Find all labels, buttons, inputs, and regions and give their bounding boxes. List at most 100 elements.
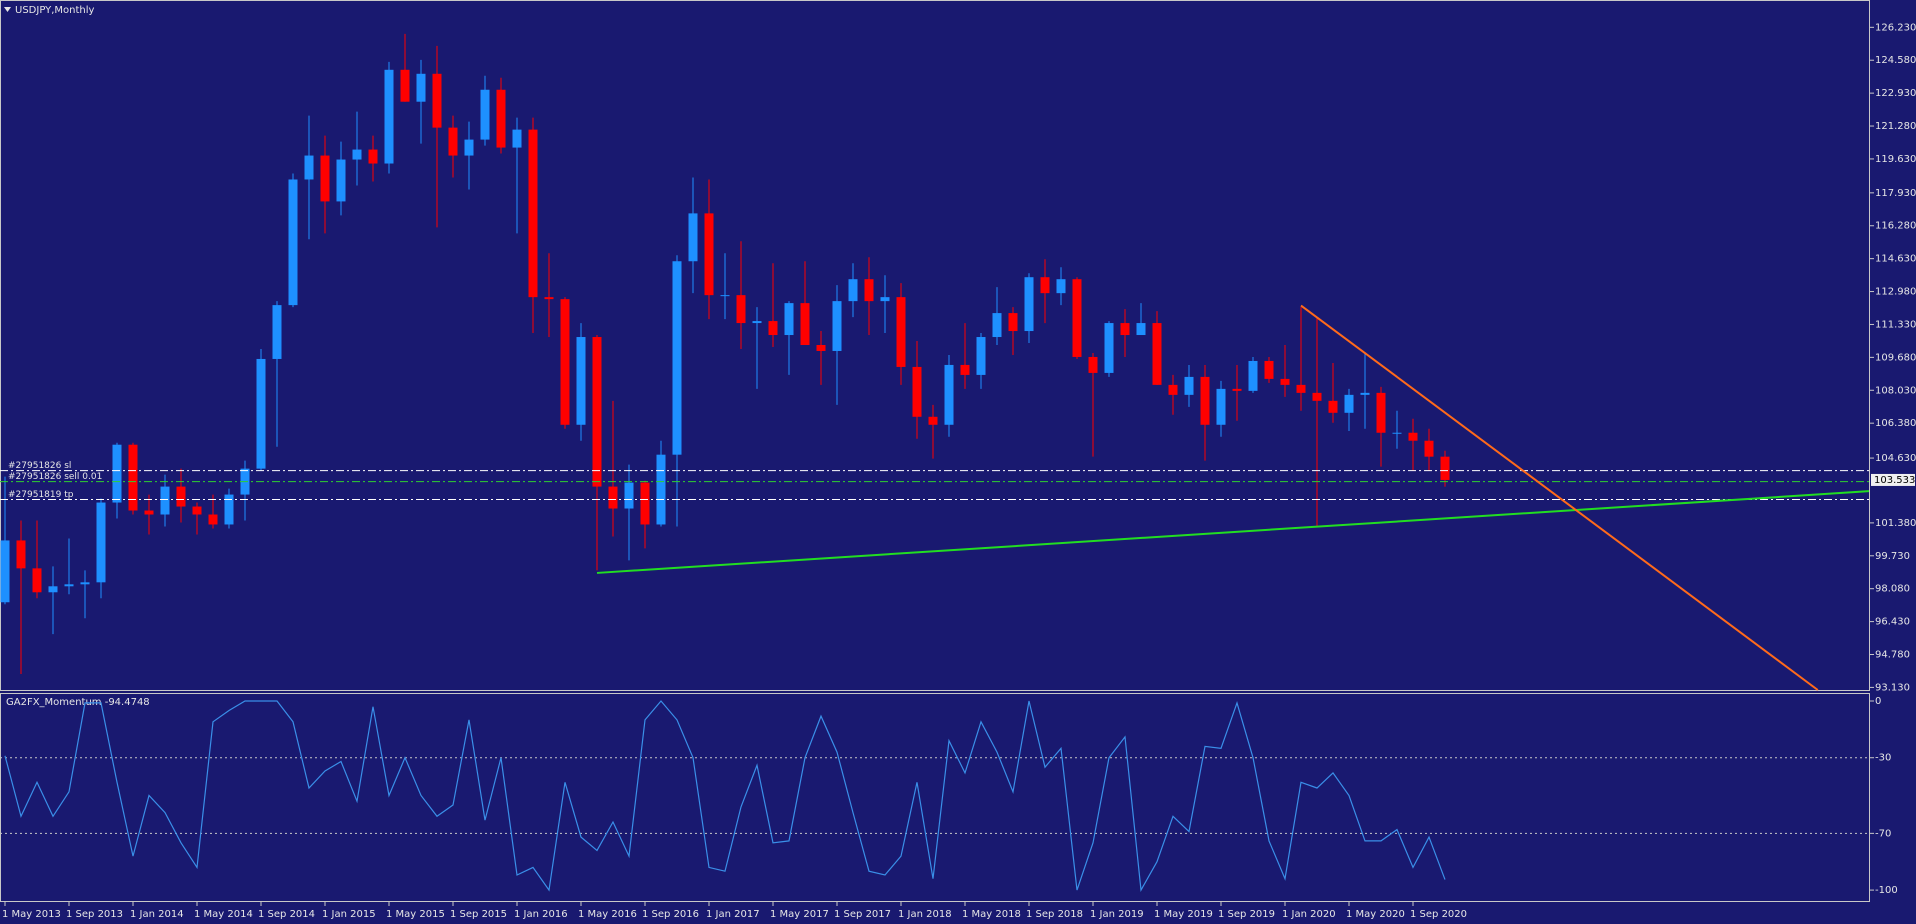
x-tick-label: 1 May 2014 (194, 909, 253, 920)
indicator-y-tick-label: -30 (1875, 753, 1891, 764)
candle-body (592, 337, 602, 487)
candle-body (1056, 279, 1066, 294)
candle-body (1200, 376, 1210, 425)
x-tick-label: 1 Sep 2015 (450, 909, 507, 920)
x-tick-label: 1 Sep 2019 (1218, 909, 1275, 920)
candle-body (0, 540, 10, 603)
x-tick-label: 1 May 2015 (386, 909, 445, 920)
candle-body (368, 149, 378, 164)
current-price: 103.533 (1874, 475, 1915, 486)
indicator-y-tick-label: -100 (1875, 885, 1898, 896)
candle-body (640, 482, 650, 525)
candle-body (624, 482, 634, 509)
x-tick-label: 1 Jan 2018 (898, 909, 952, 920)
candle-body (1120, 323, 1130, 336)
order-label: #27951819 tp (8, 490, 74, 500)
candle-body (80, 582, 90, 585)
candle-body (432, 73, 442, 128)
x-tick-label: 1 Sep 2016 (642, 909, 699, 920)
candle-body (1280, 378, 1290, 385)
candle-body (768, 321, 778, 336)
candle-body (224, 494, 234, 525)
x-tick-label: 1 May 2018 (962, 909, 1021, 920)
y-tick-label: 108.030 (1875, 385, 1916, 396)
x-tick-label: 1 May 2020 (1346, 909, 1405, 920)
candle-body (784, 303, 794, 336)
x-tick-label: 1 Sep 2018 (1026, 909, 1083, 920)
candle-body (1440, 456, 1450, 480)
candle-body (320, 155, 330, 202)
indicator-line (4, 700, 1446, 893)
candle-body (944, 364, 954, 425)
candle-body (656, 454, 666, 525)
candle-body (1312, 392, 1322, 401)
y-tick-label: 121.280 (1875, 121, 1916, 132)
candle-body (496, 89, 506, 148)
candle-body (816, 345, 826, 351)
candle-body (576, 337, 586, 425)
y-tick-label: 117.930 (1875, 188, 1916, 199)
candle-body (928, 416, 938, 425)
candle-body (192, 506, 202, 515)
y-tick-label: 119.630 (1875, 154, 1916, 165)
candle-body (960, 364, 970, 375)
candle-body (1104, 323, 1114, 373)
y-tick-label: 101.380 (1875, 518, 1916, 529)
indicator-y-tick-label: 0 (1875, 696, 1881, 707)
candle-body (144, 510, 154, 515)
candle-body (1392, 432, 1402, 434)
candle-body (608, 486, 618, 509)
y-tick-label: 99.730 (1875, 551, 1910, 562)
price-box (1871, 473, 1915, 486)
candle-body (1216, 388, 1226, 425)
candle-body (864, 279, 874, 302)
x-tick-label: 1 Sep 2017 (834, 909, 891, 920)
candle-body (1152, 323, 1162, 385)
candle-body (1232, 388, 1242, 391)
indicator-pane-border (0, 693, 1870, 902)
y-tick-label: 122.930 (1875, 88, 1916, 99)
candle-body (736, 295, 746, 324)
candle-body (1136, 323, 1146, 336)
y-tick-label: 112.980 (1875, 287, 1916, 298)
candle-body (544, 297, 554, 300)
trendline (1300, 304, 1819, 691)
x-tick-label: 1 May 2013 (2, 909, 61, 920)
x-tick-label: 1 Jan 2017 (706, 909, 760, 920)
y-tick-label: 98.080 (1875, 584, 1910, 595)
y-tick-label: 111.330 (1875, 319, 1916, 330)
order-label: #27951826 sell 0.01 (8, 472, 102, 482)
candle-body (1088, 356, 1098, 373)
x-tick-label: 1 Jan 2020 (1282, 909, 1336, 920)
candle-body (1040, 277, 1050, 294)
y-tick-label: 114.630 (1875, 254, 1916, 265)
candle-body (992, 313, 1002, 338)
candle-body (256, 358, 266, 469)
candle-body (352, 149, 362, 160)
candle-body (32, 568, 42, 593)
candle-body (688, 213, 698, 262)
candle-body (480, 89, 490, 140)
y-tick-label: 116.280 (1875, 221, 1916, 232)
menu-triangle[interactable] (4, 7, 11, 12)
y-tick-label: 96.430 (1875, 617, 1910, 628)
candle-body (1424, 440, 1434, 457)
y-tick-label: 106.380 (1875, 418, 1916, 429)
candle-body (64, 584, 74, 587)
candle-body (832, 301, 842, 351)
y-tick-label: 94.780 (1875, 650, 1910, 661)
candle-body (1024, 277, 1034, 332)
indicator-title: GA2FX_Momentum -94.4748 (6, 697, 150, 708)
candle-body (96, 502, 106, 583)
candle-body (976, 337, 986, 375)
candle-body (896, 297, 906, 367)
candle-body (288, 179, 298, 306)
candle-body (464, 139, 474, 156)
candle-body (704, 213, 714, 296)
candle-body (848, 279, 858, 302)
candle-body (912, 366, 922, 417)
candle-body (672, 261, 682, 455)
candle-body (400, 69, 410, 102)
